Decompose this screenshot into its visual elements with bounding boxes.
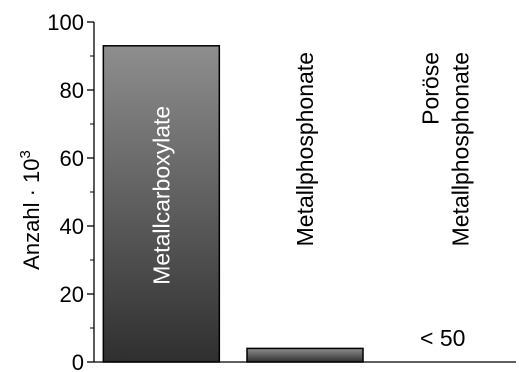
y-axis: 0 20 40 60 80 100 [47, 10, 95, 372]
y-tick-label-0: 0 [72, 350, 84, 372]
value-annotation: < 50 [420, 325, 465, 351]
bars [102, 45, 364, 363]
bar-label-metallcarboxylate: Metallcarboxylate [148, 106, 174, 285]
bar-labels: Metallcarboxylate Metallphosphonate Poröse… [148, 52, 473, 285]
bar-label-metallphosphonate: Metallphosphonate [292, 52, 318, 246]
y-tick-label-60: 60 [60, 146, 84, 171]
y-tick-label-40: 40 [60, 214, 84, 239]
bar-label-por-se-metallphosphonate: Poröse Metallphosphonate [418, 52, 474, 246]
y-axis-label: Anzahl · 103 [17, 150, 44, 270]
y-tick-label-20: 20 [60, 282, 84, 307]
y-tick-label-80: 80 [60, 78, 84, 103]
y-tick-label-100: 100 [47, 10, 84, 35]
bar-metallphosphonate [246, 347, 364, 363]
bar-metallcarboxylate [102, 45, 221, 363]
